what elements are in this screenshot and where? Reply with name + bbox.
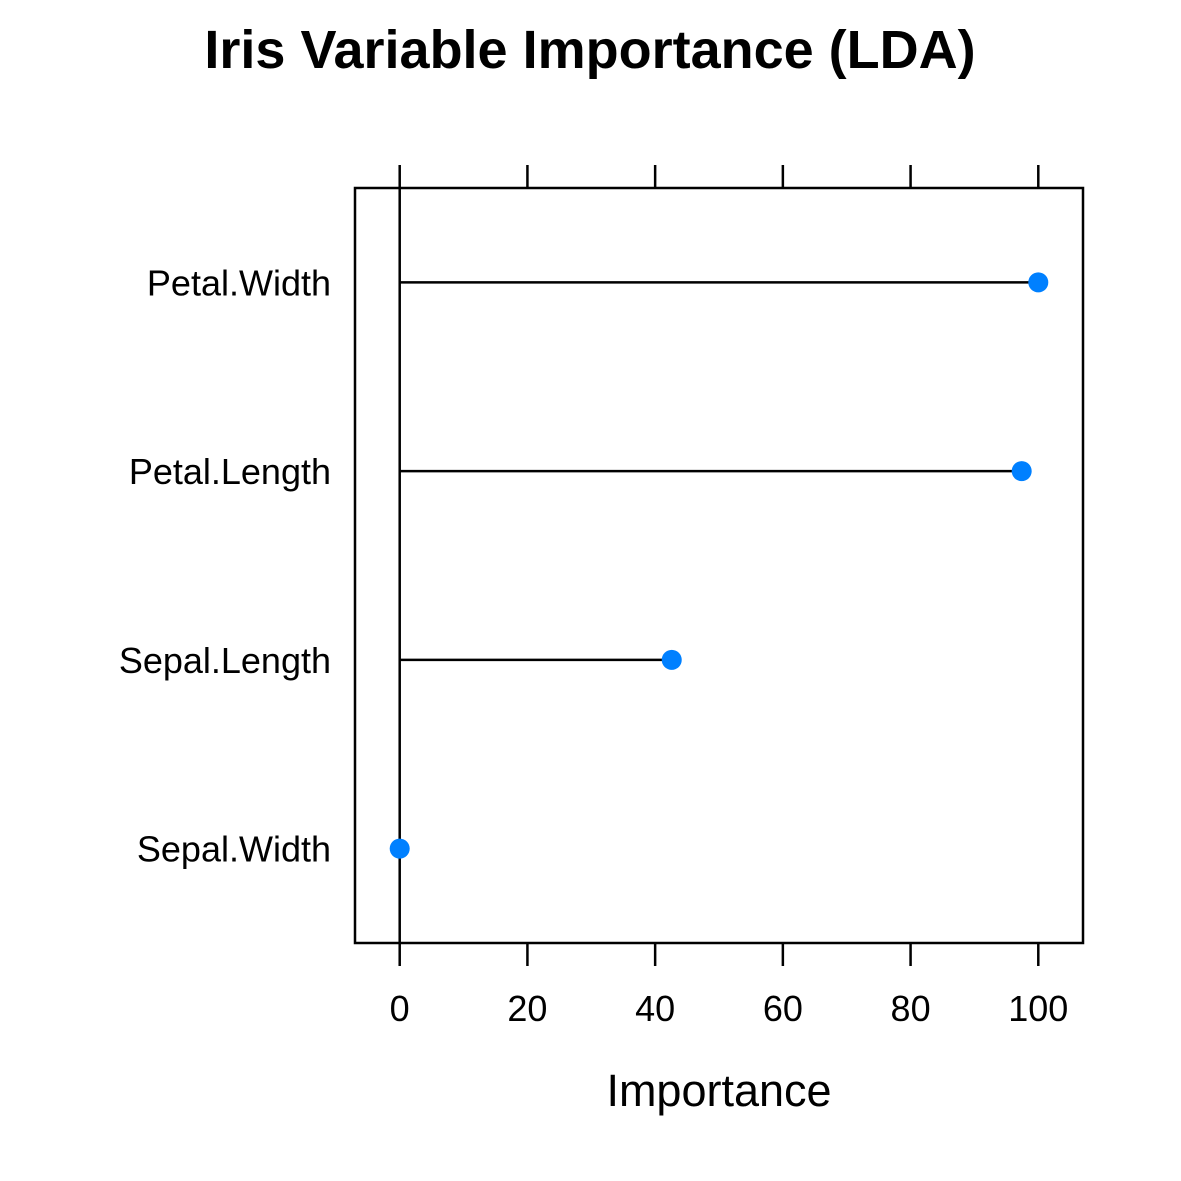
point-Petal.Width [1028, 272, 1049, 293]
plot-frame [353, 186, 1085, 945]
dot-stems [399, 281, 1039, 662]
category-label: Petal.Width [147, 262, 331, 303]
point-Petal.Length [1011, 461, 1032, 482]
point-Sepal.Width [389, 838, 410, 859]
category-label: Sepal.Length [119, 640, 331, 681]
category-label: Petal.Length [129, 451, 331, 492]
point-Sepal.Length [661, 649, 682, 670]
x-tick-label: 80 [891, 988, 931, 1029]
x-axis-bottom-ticks [398, 943, 1040, 966]
x-tick-label: 0 [390, 988, 410, 1029]
category-label: Sepal.Width [137, 829, 331, 870]
x-tick-label: 40 [635, 988, 675, 1029]
chart-title: Iris Variable Importance (LDA) [204, 20, 975, 80]
y-axis-category-labels: Petal.Width Petal.Length Sepal.Length Sepal… [119, 262, 331, 869]
x-tick-label: 100 [1008, 988, 1068, 1029]
data-points [389, 272, 1049, 859]
x-axis-tick-labels: 0 20 40 60 80 100 [390, 988, 1069, 1029]
x-axis-top-ticks [398, 165, 1040, 188]
x-tick-label: 20 [507, 988, 547, 1029]
x-tick-label: 60 [763, 988, 803, 1029]
x-axis-label: Importance [606, 1065, 831, 1116]
